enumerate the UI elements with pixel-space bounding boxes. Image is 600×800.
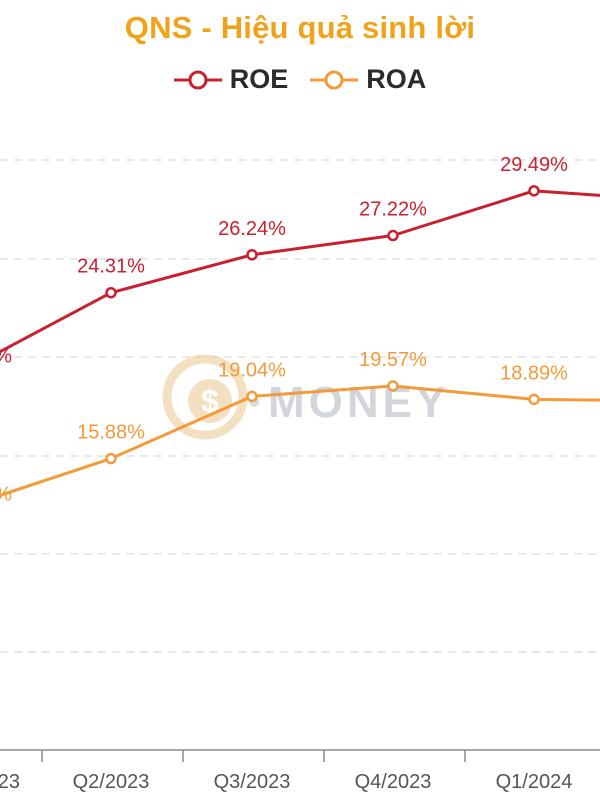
data-label-roe-2: 26.24%	[218, 218, 286, 240]
watermark-coin-icon	[162, 354, 248, 440]
series-line-roa	[0, 384, 600, 497]
point-roe-3	[387, 229, 399, 242]
x-tick-label-4: Q1/2024	[496, 771, 573, 793]
data-label-roe-3: 27.22%	[359, 199, 427, 221]
x-tick-label-2: Q3/2023	[214, 771, 291, 793]
data-label-roa-4: 18.89%	[500, 362, 568, 384]
legend-swatch-roe	[173, 70, 222, 89]
point-roa-4	[528, 393, 540, 406]
data-label-roa-3: 19.57%	[359, 349, 427, 371]
x-tick-label-3: Q4/2023	[355, 771, 432, 793]
point-roe-2	[246, 249, 258, 261]
watermark-coin-inner-icon	[188, 379, 232, 423]
x-tick-label-1: Q2/2023	[73, 771, 150, 793]
x-tick-label-0: 23	[0, 771, 20, 793]
point-roa-1	[105, 452, 117, 465]
point-roa-3	[387, 380, 399, 392]
chart-legend: ROE ROA	[0, 64, 600, 95]
watermark-text: MONEY	[268, 378, 449, 427]
legend-item-roe[interactable]: ROE	[173, 64, 289, 95]
data-label-roa-2: 19.04%	[218, 359, 286, 381]
watermark-dollar-icon: $	[201, 383, 219, 419]
legend-label-roa: ROA	[366, 64, 427, 94]
data-label-roe-1: 24.31%	[77, 256, 145, 278]
data-label-roa-0: %	[0, 483, 12, 505]
data-label-roe-4: 29.49%	[500, 154, 568, 176]
point-roe-4	[528, 185, 540, 197]
point-roe-1	[105, 286, 117, 299]
legend-swatch-roa	[310, 70, 359, 89]
data-label-roe-0: %	[0, 346, 12, 368]
legend-label-roe: ROE	[229, 64, 289, 94]
series-line-roe	[0, 189, 600, 354]
watermark: $ MONEY	[162, 354, 449, 440]
chart-title: QNS - Hiệu quả sinh lời	[124, 10, 476, 45]
data-label-roa-1: 15.88%	[77, 422, 145, 444]
point-roa-2	[246, 390, 258, 403]
legend-item-roa[interactable]: ROA	[310, 64, 426, 95]
